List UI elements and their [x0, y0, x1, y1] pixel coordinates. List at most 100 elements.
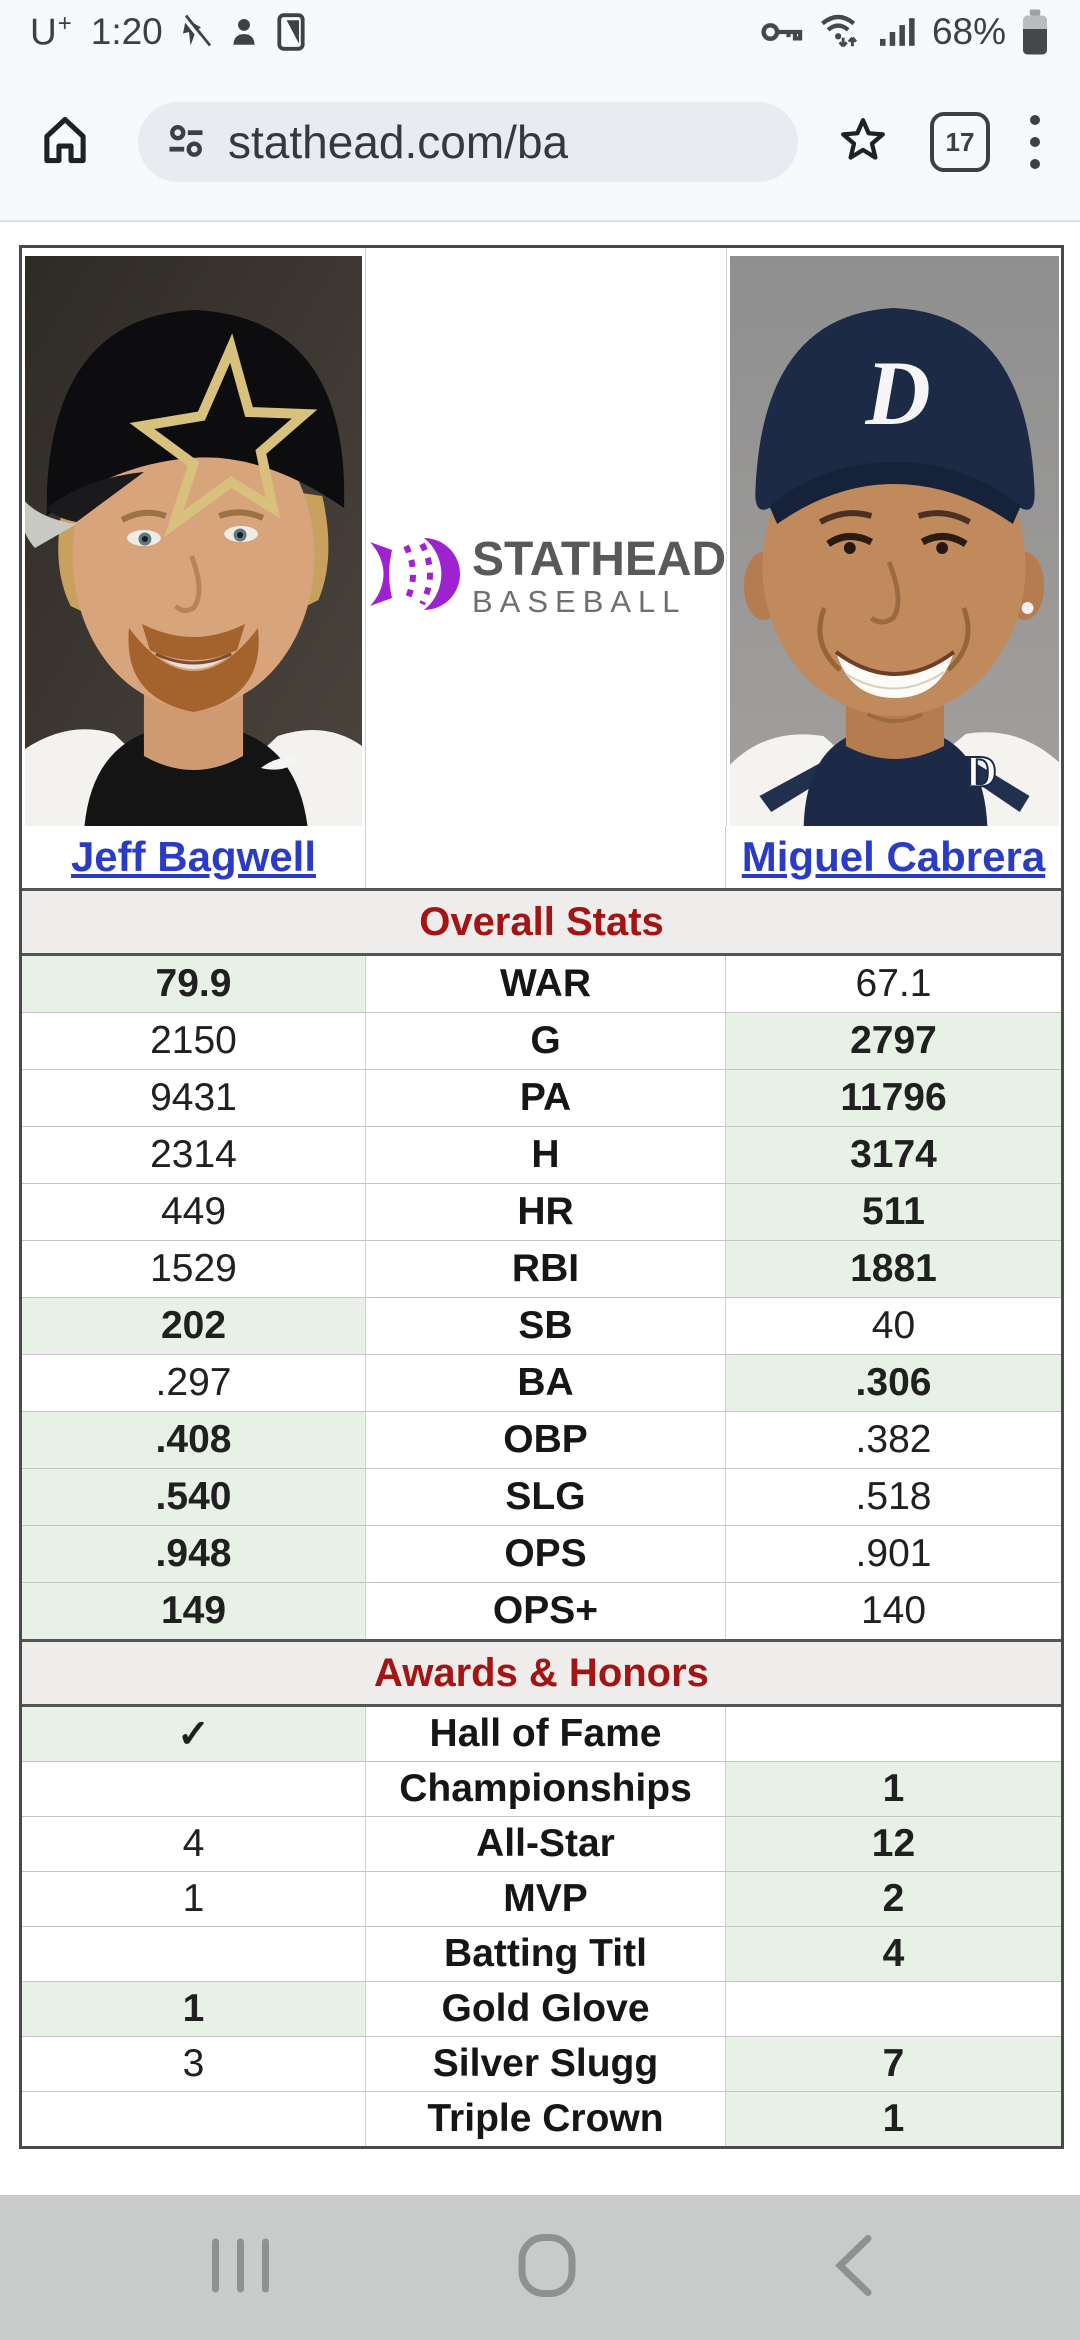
- stat-row: 2150 G 2797: [22, 1013, 1061, 1070]
- stat-label-text: PA: [519, 1076, 572, 1119]
- right-value: 1: [726, 2092, 1061, 2146]
- left-value-text: .540: [155, 1475, 232, 1518]
- left-value: [22, 1927, 365, 1981]
- home-icon-nav[interactable]: [518, 2233, 576, 2302]
- stat-row: 1529 RBI 1881: [22, 1241, 1061, 1298]
- stat-label: Silver Slugg: [365, 2037, 726, 2091]
- stat-label: Championships: [365, 1762, 726, 1816]
- player-photo-left: [22, 248, 365, 826]
- right-value: 11796: [726, 1070, 1061, 1126]
- left-value: 2314: [22, 1127, 365, 1183]
- stat-row: ✓ Hall of Fame: [22, 1707, 1061, 1762]
- person-icon: [227, 15, 261, 49]
- logo-subtitle: BASEBALL: [472, 583, 687, 619]
- recents-icon[interactable]: [208, 2236, 274, 2299]
- stat-label: SB: [365, 1298, 726, 1354]
- stat-row: .408 OBP .382: [22, 1412, 1061, 1469]
- left-value: 2150: [22, 1013, 365, 1069]
- stat-label: H: [365, 1127, 726, 1183]
- player-link-right[interactable]: Miguel Cabrera: [741, 833, 1046, 880]
- right-value: 1881: [726, 1241, 1061, 1297]
- left-value-text: 9431: [150, 1076, 237, 1119]
- status-time: 1:20: [90, 10, 163, 52]
- right-value-text: 67.1: [855, 962, 932, 1005]
- stat-label: G: [365, 1013, 726, 1069]
- stat-row: .540 SLG .518: [22, 1469, 1061, 1526]
- right-value-text: 2: [882, 1877, 905, 1920]
- right-value: 2: [726, 1872, 1061, 1926]
- stat-row: 449 HR 511: [22, 1184, 1061, 1241]
- right-value: 7: [726, 2037, 1061, 2091]
- section-header: Awards & Honors: [22, 1639, 1061, 1707]
- miguel-cabrera-photo: D: [730, 256, 1060, 826]
- stat-row: 149 OPS+ 140: [22, 1583, 1061, 1639]
- url-bar[interactable]: stathead.com/ba: [138, 102, 798, 182]
- stat-row: Championships 1: [22, 1762, 1061, 1817]
- tab-count: 17: [945, 126, 975, 157]
- player-link-left[interactable]: Jeff Bagwell: [70, 833, 317, 880]
- stat-label-text: OBP: [503, 1418, 588, 1461]
- left-value: .540: [22, 1469, 365, 1525]
- left-value-text: 2314: [150, 1133, 237, 1176]
- left-value-text: 79.9: [155, 962, 232, 1005]
- browser-toolbar: stathead.com/ba 17: [0, 64, 1080, 220]
- stat-label: BA: [365, 1355, 726, 1411]
- bookmark-star-icon[interactable]: [836, 113, 890, 172]
- right-value-text: 12: [871, 1822, 916, 1865]
- left-value-text: .297: [155, 1361, 232, 1404]
- left-value: 4: [22, 1817, 365, 1871]
- section-title: Awards & Honors: [374, 1650, 709, 1695]
- right-value-text: .518: [855, 1475, 932, 1518]
- stat-label: SLG: [365, 1469, 726, 1525]
- left-value-text: 3: [182, 2042, 205, 2085]
- stat-label-text: Batting Titl: [444, 1932, 647, 1975]
- left-value: 1529: [22, 1241, 365, 1297]
- player-comparison-table: STATHEAD BASEBALL D: [19, 245, 1064, 2149]
- url-text[interactable]: stathead.com/ba: [228, 116, 569, 168]
- carrier-label: U+: [30, 10, 73, 53]
- right-value-text: 1: [882, 2097, 905, 2140]
- menu-kebab-icon[interactable]: [1026, 111, 1044, 173]
- stathead-ball-icon: [366, 534, 462, 619]
- left-value: 79.9: [22, 956, 365, 1012]
- left-value-text: 149: [160, 1589, 227, 1632]
- player-photo-right: D: [727, 248, 1062, 826]
- left-value: 1: [22, 1872, 365, 1926]
- stat-label: RBI: [365, 1241, 726, 1297]
- site-settings-icon[interactable]: [164, 118, 208, 167]
- right-value: 511: [726, 1184, 1061, 1240]
- stat-row: Triple Crown 1: [22, 2092, 1061, 2146]
- left-value-text: 202: [160, 1304, 227, 1347]
- left-value: 1: [22, 1982, 365, 2036]
- stat-row: 1 Gold Glove: [22, 1982, 1061, 2037]
- stat-label: WAR: [365, 956, 726, 1012]
- phone-storage-icon: [275, 13, 307, 51]
- stat-label-text: OPS: [504, 1532, 587, 1575]
- system-nav-bar: [0, 2195, 1080, 2340]
- stat-label: OBP: [365, 1412, 726, 1468]
- right-value: 1: [726, 1762, 1061, 1816]
- right-value: 12: [726, 1817, 1061, 1871]
- back-icon[interactable]: [832, 2234, 874, 2301]
- stat-label: PA: [365, 1070, 726, 1126]
- stat-label-text: MVP: [503, 1877, 588, 1920]
- table-body: Overall Stats 79.9 WAR 67.1 2150 G 2797 9431 PA 1…: [22, 888, 1061, 2146]
- stathead-logo: STATHEAD BASEBALL: [365, 248, 728, 826]
- stat-label: MVP: [365, 1872, 726, 1926]
- left-value-text: .408: [155, 1418, 232, 1461]
- section-title: Overall Stats: [419, 899, 664, 944]
- stat-row: 4 All-Star 12: [22, 1817, 1061, 1872]
- right-value-text: 3174: [850, 1133, 937, 1176]
- right-value-text: 11796: [840, 1076, 947, 1119]
- left-value: 202: [22, 1298, 365, 1354]
- stat-label: Gold Glove: [365, 1982, 726, 2036]
- tab-switcher-icon[interactable]: 17: [930, 112, 990, 172]
- right-value: .306: [726, 1355, 1061, 1411]
- home-icon[interactable]: [36, 111, 94, 174]
- stat-label-text: All-Star: [476, 1822, 615, 1865]
- right-value: .901: [726, 1526, 1061, 1582]
- right-value-text: 2797: [850, 1019, 937, 1062]
- left-value: [22, 2092, 365, 2146]
- left-value: ✓: [22, 1707, 365, 1761]
